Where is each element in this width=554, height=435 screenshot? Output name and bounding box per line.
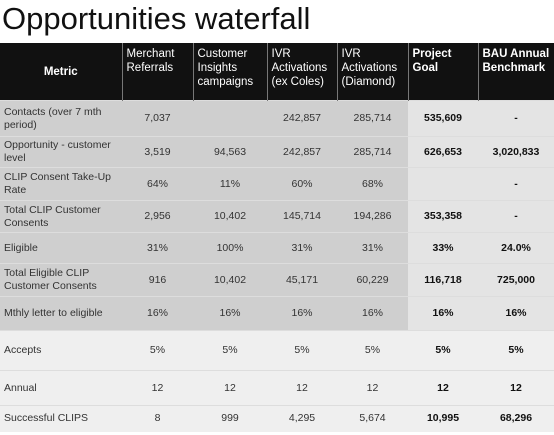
header-row: Metric Merchant Referrals Customer Insight… (0, 43, 554, 101)
metric-label: Successful CLIPS (0, 405, 122, 432)
cell: 10,995 (408, 405, 478, 432)
cell: 12 (337, 370, 408, 406)
table-row: Total Eligible CLIP Customer Consents 916… (0, 263, 554, 297)
cell: 33% (408, 232, 478, 264)
cell: 16% (122, 296, 193, 331)
cell: 16% (408, 296, 478, 331)
table-row: Eligible 31% 100% 31% 31% 33% 24.0% (0, 232, 554, 264)
metric-label: CLIP Consent Take-Up Rate (0, 167, 122, 201)
cell: 725,000 (478, 263, 554, 297)
cell: 242,857 (267, 136, 337, 168)
cell: 12 (408, 370, 478, 406)
cell: 12 (122, 370, 193, 406)
cell: 16% (267, 296, 337, 331)
cell: 5% (408, 330, 478, 371)
cell (193, 100, 267, 137)
cell: 16% (478, 296, 554, 331)
cell: 12 (478, 370, 554, 406)
metric-label: Total CLIP Customer Consents (0, 200, 122, 233)
cell: - (478, 100, 554, 137)
cell: 353,358 (408, 200, 478, 233)
cell: 24.0% (478, 232, 554, 264)
metric-label: Eligible (0, 232, 122, 264)
metric-label: Mthly letter to eligible (0, 296, 122, 331)
cell: 60% (267, 167, 337, 201)
cell: 16% (337, 296, 408, 331)
cell: 916 (122, 263, 193, 297)
column-header: Metric (0, 43, 123, 101)
cell: 12 (267, 370, 337, 406)
cell (408, 167, 478, 201)
table-body: Contacts (over 7 mth period) 7,037 242,857… (0, 100, 554, 432)
table-row: Contacts (over 7 mth period) 7,037 242,857… (0, 100, 554, 137)
metric-label: Opportunity - customer level (0, 136, 122, 168)
table-row: Mthly letter to eligible 16% 16% 16% 16% 16% 1… (0, 296, 554, 331)
cell: 31% (267, 232, 337, 264)
cell: 64% (122, 167, 193, 201)
column-header: Customer Insights campaigns (193, 43, 268, 101)
page-title: Opportunities waterfall (2, 1, 311, 36)
table-row: CLIP Consent Take-Up Rate 64% 11% 60% 68% - (0, 167, 554, 201)
column-header: BAU Annual Benchmark (478, 43, 554, 101)
column-header: Project Goal (408, 43, 479, 101)
cell: 10,402 (193, 200, 267, 233)
cell: 4,295 (267, 405, 337, 432)
cell: 3,020,833 (478, 136, 554, 168)
cell: 7,037 (122, 100, 193, 137)
waterfall-table: Metric Merchant Referrals Customer Insight… (0, 43, 554, 432)
table-row: Annual 12 12 12 12 12 12 (0, 370, 554, 406)
cell: 31% (337, 232, 408, 264)
cell: 8 (122, 405, 193, 432)
cell: 626,653 (408, 136, 478, 168)
cell: 5% (193, 330, 267, 371)
column-header: Merchant Referrals (122, 43, 194, 101)
cell: 116,718 (408, 263, 478, 297)
cell: 285,714 (337, 136, 408, 168)
column-header: IVR Activations (ex Coles) (267, 43, 338, 101)
table-row: Total CLIP Customer Consents 2,956 10,402 1… (0, 200, 554, 233)
cell: 194,286 (337, 200, 408, 233)
metric-label: Accepts (0, 330, 122, 371)
cell: 94,563 (193, 136, 267, 168)
cell: 5% (267, 330, 337, 371)
cell: 535,609 (408, 100, 478, 137)
cell: 60,229 (337, 263, 408, 297)
cell: 100% (193, 232, 267, 264)
cell: 10,402 (193, 263, 267, 297)
cell: 285,714 (337, 100, 408, 137)
cell: 999 (193, 405, 267, 432)
cell: 11% (193, 167, 267, 201)
cell: 5% (478, 330, 554, 371)
column-header: IVR Activations (Diamond) (337, 43, 409, 101)
cell: 68% (337, 167, 408, 201)
cell: 5,674 (337, 405, 408, 432)
cell: 5% (337, 330, 408, 371)
cell: 3,519 (122, 136, 193, 168)
table-row: Opportunity - customer level 3,519 94,563 2… (0, 136, 554, 168)
cell: 31% (122, 232, 193, 264)
cell: 145,714 (267, 200, 337, 233)
cell: 68,296 (478, 405, 554, 432)
cell: 242,857 (267, 100, 337, 137)
metric-label: Annual (0, 370, 122, 406)
table-row: Accepts 5% 5% 5% 5% 5% 5% (0, 330, 554, 371)
cell: 45,171 (267, 263, 337, 297)
cell: 12 (193, 370, 267, 406)
metric-label: Contacts (over 7 mth period) (0, 100, 122, 137)
cell: - (478, 167, 554, 201)
cell: 2,956 (122, 200, 193, 233)
cell: 16% (193, 296, 267, 331)
metric-label: Total Eligible CLIP Customer Consents (0, 263, 122, 297)
cell: - (478, 200, 554, 233)
table-row: Successful CLIPS 8 999 4,295 5,674 10,995 68,2… (0, 405, 554, 432)
cell: 5% (122, 330, 193, 371)
